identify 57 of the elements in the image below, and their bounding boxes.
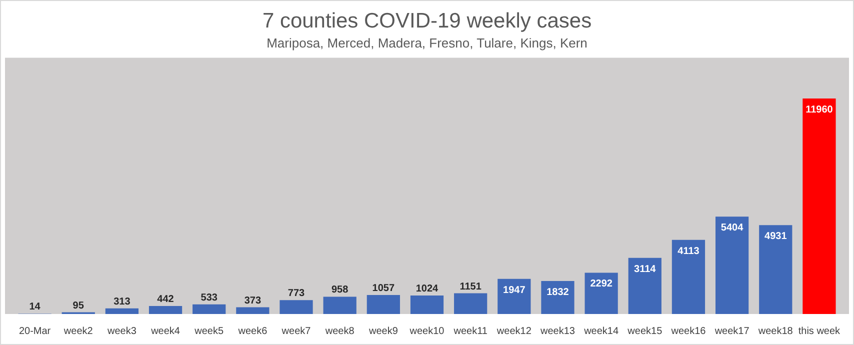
data-label: 4113 bbox=[678, 246, 700, 257]
bar bbox=[236, 307, 270, 314]
data-label: 533 bbox=[200, 292, 218, 304]
data-label: 4931 bbox=[764, 231, 788, 242]
bar bbox=[454, 293, 488, 314]
x-tick-label: week17 bbox=[714, 326, 750, 337]
bar bbox=[802, 98, 836, 314]
x-tick-label: week9 bbox=[368, 326, 398, 337]
x-tick-label: week13 bbox=[540, 326, 576, 337]
x-tick-label: week16 bbox=[670, 326, 706, 337]
data-label: 313 bbox=[114, 296, 131, 308]
x-tick-label: week2 bbox=[62, 326, 94, 337]
chart-title: 7 counties COVID-19 weekly cases bbox=[262, 9, 592, 32]
data-label: 1947 bbox=[503, 284, 526, 296]
bar bbox=[541, 281, 574, 314]
data-label: 773 bbox=[288, 288, 306, 300]
x-tick-label: week10 bbox=[408, 326, 445, 337]
data-label: 1832 bbox=[546, 287, 570, 298]
data-label: 2292 bbox=[590, 278, 613, 290]
x-tick-label: week11 bbox=[452, 326, 488, 337]
x-tick-label: week6 bbox=[237, 326, 268, 337]
bar bbox=[498, 278, 531, 314]
bar bbox=[410, 296, 444, 314]
data-label: 1151 bbox=[460, 281, 482, 292]
data-label: 442 bbox=[157, 294, 174, 306]
bar bbox=[672, 240, 706, 314]
x-tick-label: week3 bbox=[106, 326, 137, 337]
x-tick-label: this week bbox=[798, 326, 842, 337]
data-label: 373 bbox=[244, 295, 262, 306]
x-tick-label: week4 bbox=[150, 326, 180, 337]
bar bbox=[323, 296, 356, 314]
x-tick-label: week14 bbox=[583, 326, 619, 337]
bar bbox=[759, 225, 792, 314]
bar bbox=[148, 306, 182, 314]
x-tick-label: week7 bbox=[280, 326, 312, 337]
data-label: 14 bbox=[29, 302, 41, 313]
data-label: 958 bbox=[332, 284, 349, 296]
data-label: 1024 bbox=[416, 284, 439, 295]
x-tick-label: week8 bbox=[324, 326, 355, 337]
bar bbox=[584, 272, 618, 314]
data-label: 5404 bbox=[720, 222, 744, 234]
data-label: 1057 bbox=[372, 282, 395, 294]
data-label: 3114 bbox=[634, 264, 656, 275]
bar bbox=[715, 216, 749, 314]
x-tick-label: week5 bbox=[194, 326, 224, 337]
chart-subtitle: Mariposa, Merced, Madera, Fresno, Tulare, Kings, Kern bbox=[266, 36, 588, 51]
data-label: 11960 bbox=[806, 104, 834, 116]
x-tick-label: week18 bbox=[757, 326, 794, 337]
bar bbox=[280, 300, 313, 314]
bar bbox=[105, 308, 139, 314]
data-label: 95 bbox=[72, 300, 84, 312]
bar bbox=[192, 304, 226, 314]
bar bbox=[628, 258, 662, 314]
bar bbox=[366, 294, 400, 314]
x-tick-label: week15 bbox=[626, 326, 663, 337]
x-tick-label: 20-Mar bbox=[18, 326, 52, 337]
x-tick-label: week12 bbox=[496, 326, 532, 337]
